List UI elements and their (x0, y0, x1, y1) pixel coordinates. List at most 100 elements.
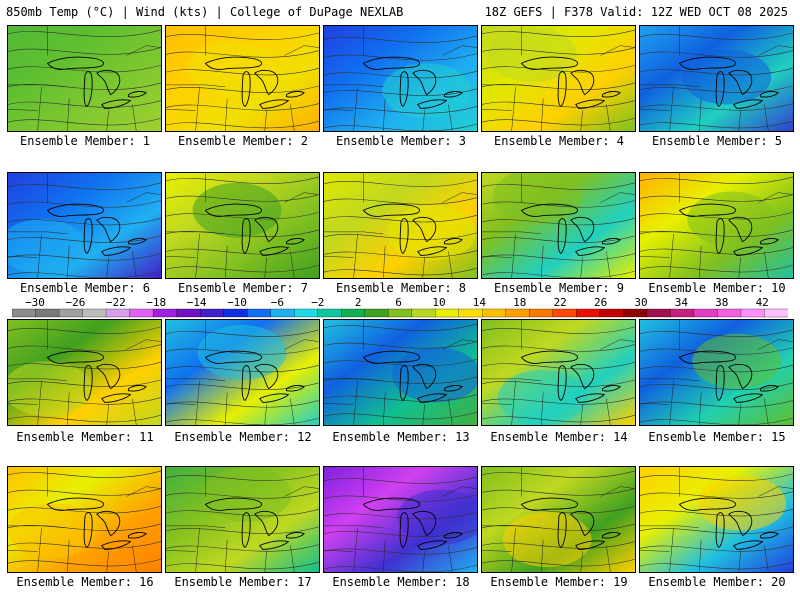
state-boundary (606, 398, 611, 425)
height-contour-line (8, 505, 161, 514)
great-lakes-outline (362, 203, 421, 217)
height-contour-line (166, 491, 319, 499)
temperature-field-map (166, 467, 319, 572)
colorbar-swatch (552, 308, 578, 318)
height-contour-line (8, 558, 161, 567)
state-boundary (284, 339, 319, 350)
height-contour-line (8, 100, 161, 108)
height-contour-line (324, 123, 477, 131)
state-boundary (669, 233, 674, 278)
height-contour-line (324, 529, 477, 537)
state-boundary (264, 404, 267, 425)
state-boundary (606, 545, 611, 572)
state-boundary (580, 404, 583, 425)
state-boundary (132, 104, 137, 131)
state-boundary (758, 486, 793, 497)
colorbar-tick-label: 6 (395, 296, 402, 309)
colorbar-swatch (646, 308, 672, 318)
state-boundary (758, 339, 793, 350)
great-lakes-outline (733, 540, 764, 550)
great-lakes-outline (254, 69, 279, 96)
height-contour-line (640, 382, 793, 390)
state-boundary (166, 378, 226, 382)
temperature-anomaly-region (197, 324, 287, 380)
state-boundary (264, 551, 267, 572)
state-boundary (126, 486, 161, 497)
height-contour-line (8, 379, 161, 387)
state-boundary (324, 256, 354, 258)
colorbar-swatch (388, 308, 413, 318)
state-boundary (106, 551, 109, 572)
state-boundary (353, 233, 358, 278)
colorbar-tick-label: 34 (674, 296, 689, 309)
state-boundary (442, 339, 477, 350)
ensemble-member-label: Ensemble Member: 11 (16, 430, 154, 444)
great-lakes-outline (285, 385, 305, 392)
state-boundary (758, 45, 793, 56)
ensemble-map-panel (7, 319, 162, 426)
colorbar-swatch (129, 308, 154, 318)
ensemble-member-label: Ensemble Member: 19 (490, 575, 628, 589)
state-boundary (284, 192, 319, 203)
temperature-field-map (166, 320, 319, 425)
state-boundary (580, 257, 583, 278)
state-boundary (606, 251, 611, 278)
ensemble-map-panel (639, 25, 794, 132)
height-contour-line (324, 411, 477, 420)
great-lakes-outline (101, 540, 132, 550)
ensemble-member-label: Ensemble Member: 6 (19, 281, 151, 295)
colorbar-swatch (529, 308, 554, 318)
ensemble-member-label: Ensemble Member: 5 (651, 134, 783, 148)
ensemble-map-panel (639, 466, 794, 573)
great-lakes-outline (241, 512, 251, 549)
temperature-field-map (166, 26, 319, 131)
height-contour-line (166, 526, 319, 534)
great-lakes-outline (285, 238, 305, 245)
height-contour-line (482, 558, 635, 567)
great-lakes-outline (259, 393, 290, 403)
height-contour-line (482, 505, 635, 514)
state-boundary (132, 251, 137, 278)
height-contour-line (640, 176, 793, 184)
state-boundary (382, 245, 386, 278)
state-boundary (640, 231, 700, 235)
great-lakes-outline (759, 91, 779, 98)
height-contour-line (640, 473, 793, 481)
temperature-field-map (166, 173, 319, 278)
state-boundary (640, 84, 700, 88)
height-contour-line (482, 217, 635, 226)
state-boundary (738, 257, 741, 278)
state-boundary (511, 86, 516, 131)
great-lakes-outline (96, 363, 121, 390)
colorbar-swatch (717, 308, 742, 318)
great-lakes-outline (520, 350, 579, 364)
temperature-field-map (482, 173, 635, 278)
great-lakes-outline (101, 99, 132, 109)
state-boundary (290, 545, 295, 572)
height-contour-line (640, 417, 793, 425)
state-boundary (482, 256, 512, 258)
great-lakes-outline (443, 238, 463, 245)
height-contour-line (482, 470, 635, 478)
state-boundary (422, 404, 425, 425)
temperature-colorbar (12, 308, 788, 318)
state-boundary (126, 45, 161, 56)
great-lakes-outline (96, 216, 121, 243)
height-contour-line (640, 400, 793, 408)
ensemble-map-panel (165, 25, 320, 132)
temperature-field-map (640, 467, 793, 572)
state-boundary (224, 392, 228, 425)
temperature-anomaly-region (397, 489, 477, 545)
state-boundary (37, 233, 42, 278)
colorbar-tick-label: −18 (146, 296, 167, 309)
state-boundary (324, 84, 384, 88)
great-lakes-outline (412, 69, 437, 96)
height-contour-line (324, 250, 477, 258)
great-lakes-outline (715, 512, 725, 549)
great-lakes-outline (127, 238, 147, 245)
state-boundary (353, 86, 358, 131)
state-boundary (8, 231, 68, 235)
ensemble-member-label: Ensemble Member: 16 (16, 575, 154, 589)
temperature-anomaly-region (502, 512, 592, 568)
height-contour-line (482, 253, 635, 261)
